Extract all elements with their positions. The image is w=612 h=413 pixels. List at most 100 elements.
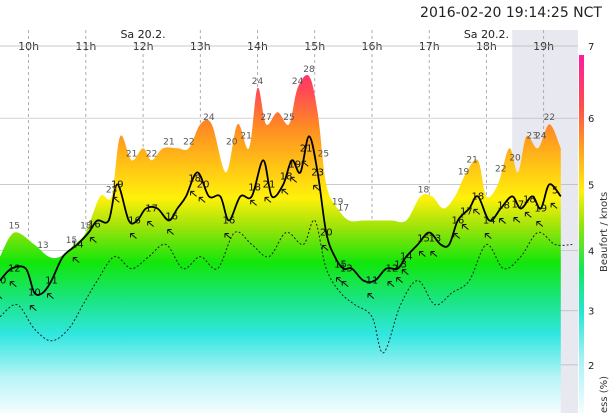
gust-value-label: 22 (146, 149, 157, 159)
lull-line (0, 219, 573, 354)
wind-direction-arrow (418, 251, 426, 257)
timestamp: 2016-02-20 19:14:25 NCT (420, 5, 602, 21)
beaufort-tick-label: 6 (588, 114, 594, 125)
wind-direction-arrow (536, 220, 544, 227)
avg-value-label: 14 (483, 215, 496, 226)
gust-value-label: 28 (303, 65, 315, 75)
wind-direction-arrow (430, 251, 438, 257)
gust-value-label: 27 (260, 113, 271, 123)
gust-value-label: 24 (292, 77, 304, 87)
beaufort-tick-label: 4 (588, 247, 594, 258)
avg-line (0, 135, 562, 296)
avg-value-label: 18 (471, 191, 484, 202)
hour-label: 17h (419, 40, 440, 53)
avg-value-label: 20 (320, 228, 333, 239)
hour-label: 16h (361, 40, 382, 53)
gust-value-label: 21 (126, 149, 137, 159)
wind-direction-arrow (0, 293, 3, 300)
wind-direction-arrow (281, 188, 289, 195)
wind-direction-arrow (499, 217, 506, 224)
wind-direction-arrow (147, 220, 154, 227)
colorbar (579, 55, 584, 413)
avg-value-label: 13 (394, 260, 407, 271)
gust-value-label: 24 (535, 131, 547, 141)
gust-value-label: 21 (240, 131, 251, 141)
avg-value-label: 15 (417, 234, 430, 245)
date-label: Sa 20.2. (464, 28, 509, 41)
gust-value-label: 22 (183, 137, 194, 147)
avg-value-label: 21 (263, 179, 276, 190)
avg-value-label: 16 (451, 215, 464, 226)
avg-value-label: 21 (300, 143, 313, 154)
avg-value-label: 20 (197, 179, 210, 190)
wind-direction-arrow (29, 305, 37, 312)
avg-value-label: 11 (45, 276, 58, 287)
gust-value-label: 15 (9, 222, 20, 232)
wind-direction-arrow (453, 232, 461, 239)
gust-value-label: 25 (318, 149, 329, 159)
wind-direction-arrow (367, 293, 375, 300)
gust-value-label: 18 (418, 185, 430, 195)
gust-value-label: 22 (544, 113, 555, 123)
wind-direction-arrow (550, 202, 558, 209)
date-label: Sa 20.2. (120, 28, 165, 41)
hour-label: 14h (247, 40, 268, 53)
avg-value-label: 5 (552, 185, 558, 196)
avg-value-label: 13 (429, 234, 442, 245)
wind-direction-arrow (224, 232, 232, 239)
gust-value-label: 19 (458, 167, 470, 177)
avg-value-label: 16 (88, 219, 101, 230)
wind-direction-arrow (112, 196, 120, 203)
avg-value-label: 18 (497, 200, 510, 211)
avg-value-label: 11 (366, 276, 379, 287)
y-axis-label: Beaufort / knots (599, 192, 610, 272)
avg-value-label: 10 (0, 276, 6, 287)
avg-value-label: 16 (223, 215, 236, 226)
hour-label: 10h (18, 40, 39, 53)
avg-value-label: 19 (288, 159, 301, 170)
hour-label: 15h (304, 40, 325, 53)
wind-direction-arrow (264, 196, 272, 203)
gust-value-label: 25 (283, 113, 294, 123)
avg-value-label: 17 (145, 203, 158, 214)
wind-direction-arrow (396, 277, 403, 283)
gust-value-label: 20 (226, 137, 238, 147)
beaufort-tick-label: 7 (588, 42, 594, 53)
avg-value-label: 12 (386, 264, 399, 275)
gust-area (0, 75, 561, 413)
gust-value-label: 24 (252, 77, 264, 87)
avg-value-label: 18 (248, 182, 261, 193)
hour-label: 19h (533, 40, 554, 53)
gust-value-label: 23 (106, 185, 117, 195)
gust-value-label: 15 (66, 236, 77, 246)
wind-direction-arrow (401, 269, 409, 275)
gust-value-label: 23 (526, 131, 537, 141)
avg-value-label: 10 (28, 288, 41, 299)
wind-direction-arrow (250, 199, 257, 206)
wind-direction-arrow (484, 232, 492, 239)
avg-value-label: 19 (111, 179, 124, 190)
gust-value-label: 21 (163, 137, 174, 147)
avg-value-label: 18 (188, 173, 201, 184)
avg-value-label: 13 (340, 264, 353, 275)
beaufort-tick-label: 2 (588, 361, 594, 372)
gust-value-label: 24 (203, 113, 215, 123)
avg-value-label: 14 (400, 252, 413, 263)
wind-direction-arrow (341, 281, 349, 287)
avg-value-label: 16 (128, 215, 141, 226)
wind-direction-arrow (167, 228, 175, 235)
y-axis-label-cut: ess (%) (599, 376, 610, 413)
avg-value-label: 15 (334, 260, 347, 271)
avg-value-label: 14 (71, 240, 84, 251)
wind-direction-arrow (321, 245, 329, 251)
gust-value-label: 22 (495, 164, 506, 174)
hour-label: 12h (133, 40, 154, 53)
avg-value-label: 17 (512, 199, 525, 210)
gust-value-label: 21 (466, 155, 477, 165)
avg-value-label: 18 (523, 194, 536, 205)
wind-direction-arrow (72, 257, 80, 263)
gust-value-label: 18 (80, 222, 92, 232)
wind-direction-arrow (129, 232, 137, 239)
wind-direction-arrow (387, 281, 395, 287)
